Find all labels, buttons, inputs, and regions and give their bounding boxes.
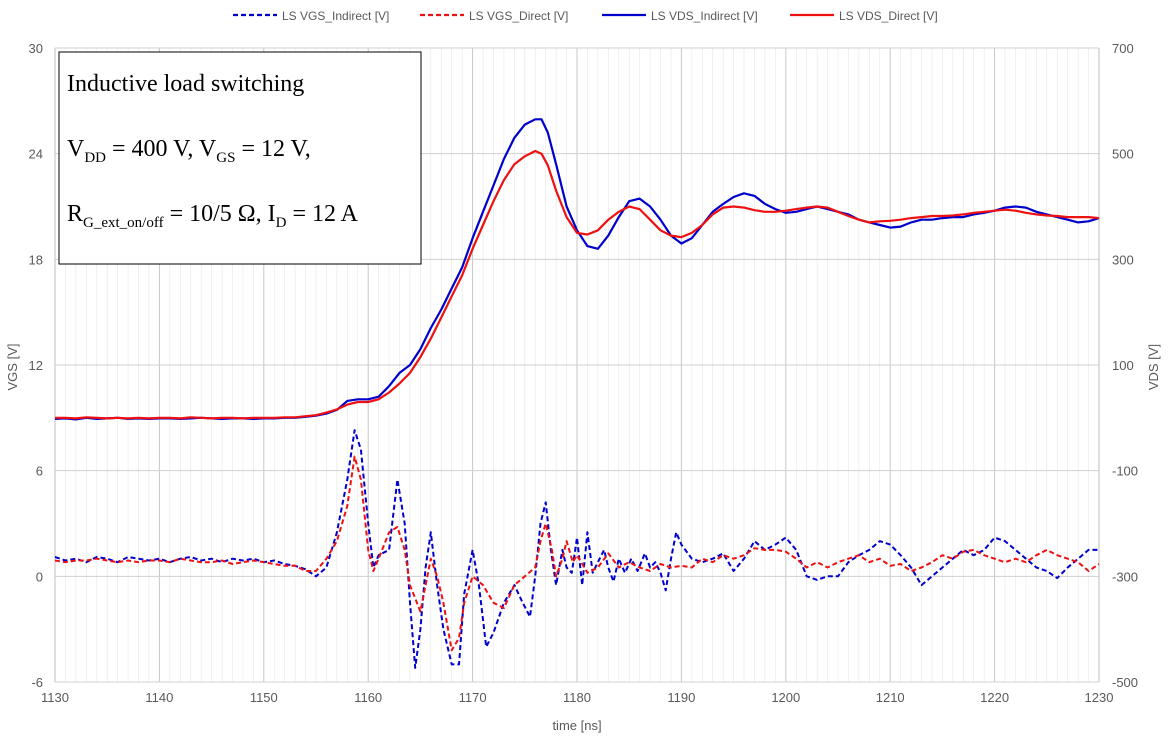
x-tick-label: 1200 bbox=[771, 690, 800, 705]
x-tick-label: 1180 bbox=[563, 690, 591, 705]
legend-item: LS VDS_Indirect [V] bbox=[602, 9, 758, 23]
legend: LS VGS_Indirect [V] LS VGS_Direct [V] LS V… bbox=[233, 9, 938, 23]
legend-item: LS VGS_Indirect [V] bbox=[233, 9, 389, 23]
x-tick-label: 1130 bbox=[41, 690, 69, 705]
y-right-tick-label: -300 bbox=[1112, 569, 1138, 584]
x-axis-title: time [ns] bbox=[552, 718, 601, 733]
x-tick-label: 1230 bbox=[1085, 690, 1114, 705]
series-layer bbox=[54, 118, 1100, 669]
tick-labels: 1130 1140 1150 1160 1170 1180 1190 1200 1210 1220… bbox=[29, 41, 1139, 705]
y-right-tick-label: 300 bbox=[1112, 252, 1134, 267]
legend-label: LS VDS_Indirect [V] bbox=[651, 9, 758, 23]
y-left-tick-label: 12 bbox=[29, 358, 43, 373]
y-left-tick-label: 18 bbox=[29, 252, 43, 267]
y-left-tick-label: 6 bbox=[36, 464, 43, 479]
y-left-tick-label: 30 bbox=[29, 41, 43, 56]
y-axis-right-title: VDS [V] bbox=[1146, 344, 1161, 390]
legend-label: LS VDS_Direct [V] bbox=[839, 9, 938, 23]
x-tick-label: 1210 bbox=[876, 690, 905, 705]
x-tick-label: 1170 bbox=[459, 690, 487, 705]
legend-label: LS VGS_Indirect [V] bbox=[282, 9, 389, 23]
annotation-line-3: RG_ext_on/off = 10/5 Ω, ID = 12 A bbox=[67, 201, 359, 231]
x-tick-label: 1190 bbox=[667, 690, 695, 705]
legend-item: LS VGS_Direct [V] bbox=[420, 9, 568, 23]
series-line-3 bbox=[55, 149, 1100, 420]
x-tick-label: 1220 bbox=[980, 690, 1009, 705]
annotation-line-1: Inductive load switching bbox=[67, 71, 304, 97]
y-left-tick-label: 0 bbox=[36, 569, 43, 584]
series-line-1 bbox=[54, 455, 1100, 652]
y-right-tick-label: 500 bbox=[1112, 147, 1134, 162]
y-left-tick-label: 24 bbox=[29, 147, 43, 162]
x-tick-label: 1160 bbox=[354, 690, 382, 705]
y-right-tick-label: 100 bbox=[1112, 358, 1134, 373]
y-right-tick-label: 700 bbox=[1112, 41, 1134, 56]
legend-item: LS VDS_Direct [V] bbox=[790, 9, 938, 23]
y-axis-left-title: VGS [V] bbox=[5, 344, 20, 391]
y-right-tick-label: -100 bbox=[1112, 464, 1138, 479]
legend-label: LS VGS_Direct [V] bbox=[469, 9, 568, 23]
series-line-0 bbox=[54, 429, 1099, 669]
annotation-line-2: VDD = 400 V, VGS = 12 V, bbox=[67, 136, 311, 166]
x-tick-label: 1140 bbox=[145, 690, 173, 705]
y-left-tick-label: -6 bbox=[31, 675, 43, 690]
annotation-frame bbox=[58, 51, 422, 265]
x-tick-label: 1150 bbox=[250, 690, 278, 705]
y-right-tick-label: -500 bbox=[1112, 675, 1138, 690]
annotation-box: Inductive load switching VDD = 400 V, VG… bbox=[58, 51, 422, 265]
